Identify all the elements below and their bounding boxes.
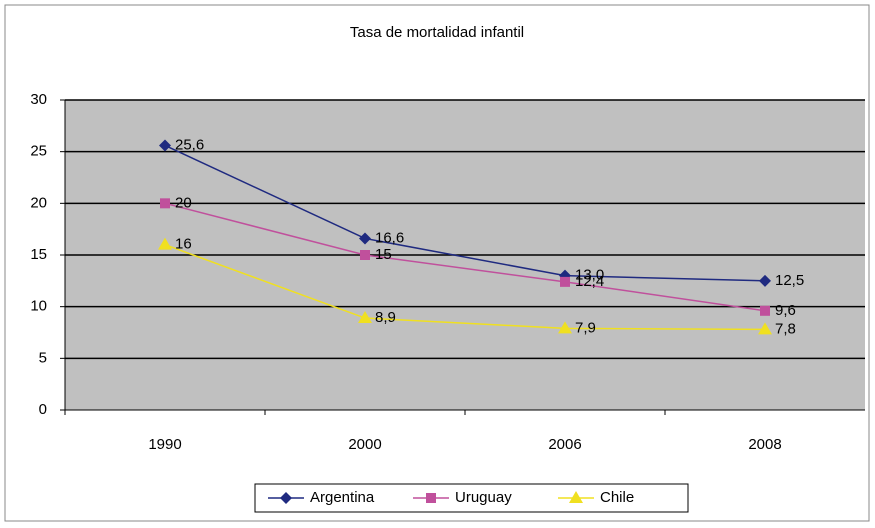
- data-label: 20: [175, 194, 192, 211]
- data-point: [158, 237, 172, 250]
- x-tick-label: 2006: [548, 436, 581, 453]
- y-tick-label: 25: [30, 143, 47, 160]
- y-tick-label: 0: [39, 401, 47, 418]
- y-tick-label: 5: [39, 349, 47, 366]
- legend-label: Chile: [600, 489, 634, 506]
- series-line: [164, 243, 766, 331]
- data-point: [759, 274, 771, 287]
- data-label: 25,6: [175, 136, 204, 153]
- data-label: 8,9: [375, 309, 396, 326]
- data-point: [359, 232, 371, 245]
- data-point: [560, 276, 570, 287]
- legend: [254, 483, 689, 513]
- data-point: [159, 139, 171, 152]
- data-point: [758, 322, 772, 335]
- data-point: [358, 311, 372, 324]
- data-label: 9,6: [775, 302, 796, 319]
- x-tick-label: 1990: [148, 436, 181, 453]
- legend-marker: [280, 492, 292, 504]
- data-label: 7,8: [775, 320, 796, 337]
- data-point: [760, 305, 770, 316]
- data-label: 15: [375, 246, 392, 263]
- legend-label: Uruguay: [455, 489, 512, 506]
- data-point: [558, 321, 572, 334]
- data-point: [360, 250, 370, 260]
- legend-label: Argentina: [310, 489, 375, 506]
- chart-title: Tasa de mortalidad infantil: [350, 24, 524, 41]
- x-tick-label: 2000: [348, 436, 381, 453]
- legend-marker: [569, 491, 583, 503]
- series-line: [164, 144, 766, 282]
- y-tick-label: 10: [30, 298, 47, 315]
- y-tick-label: 30: [30, 91, 47, 108]
- x-tick-label: 2008: [748, 436, 781, 453]
- data-label: 16,6: [375, 229, 404, 246]
- data-point: [160, 198, 170, 209]
- y-tick-label: 15: [30, 246, 47, 263]
- series-line: [164, 202, 766, 312]
- data-label: 16: [175, 236, 192, 253]
- legend-marker: [426, 493, 436, 503]
- y-tick-label: 20: [30, 194, 47, 211]
- data-label: 12,4: [575, 273, 604, 290]
- data-label: 12,5: [775, 272, 804, 289]
- data-label: 13,0: [575, 267, 604, 284]
- data-label: 7,9: [575, 319, 596, 336]
